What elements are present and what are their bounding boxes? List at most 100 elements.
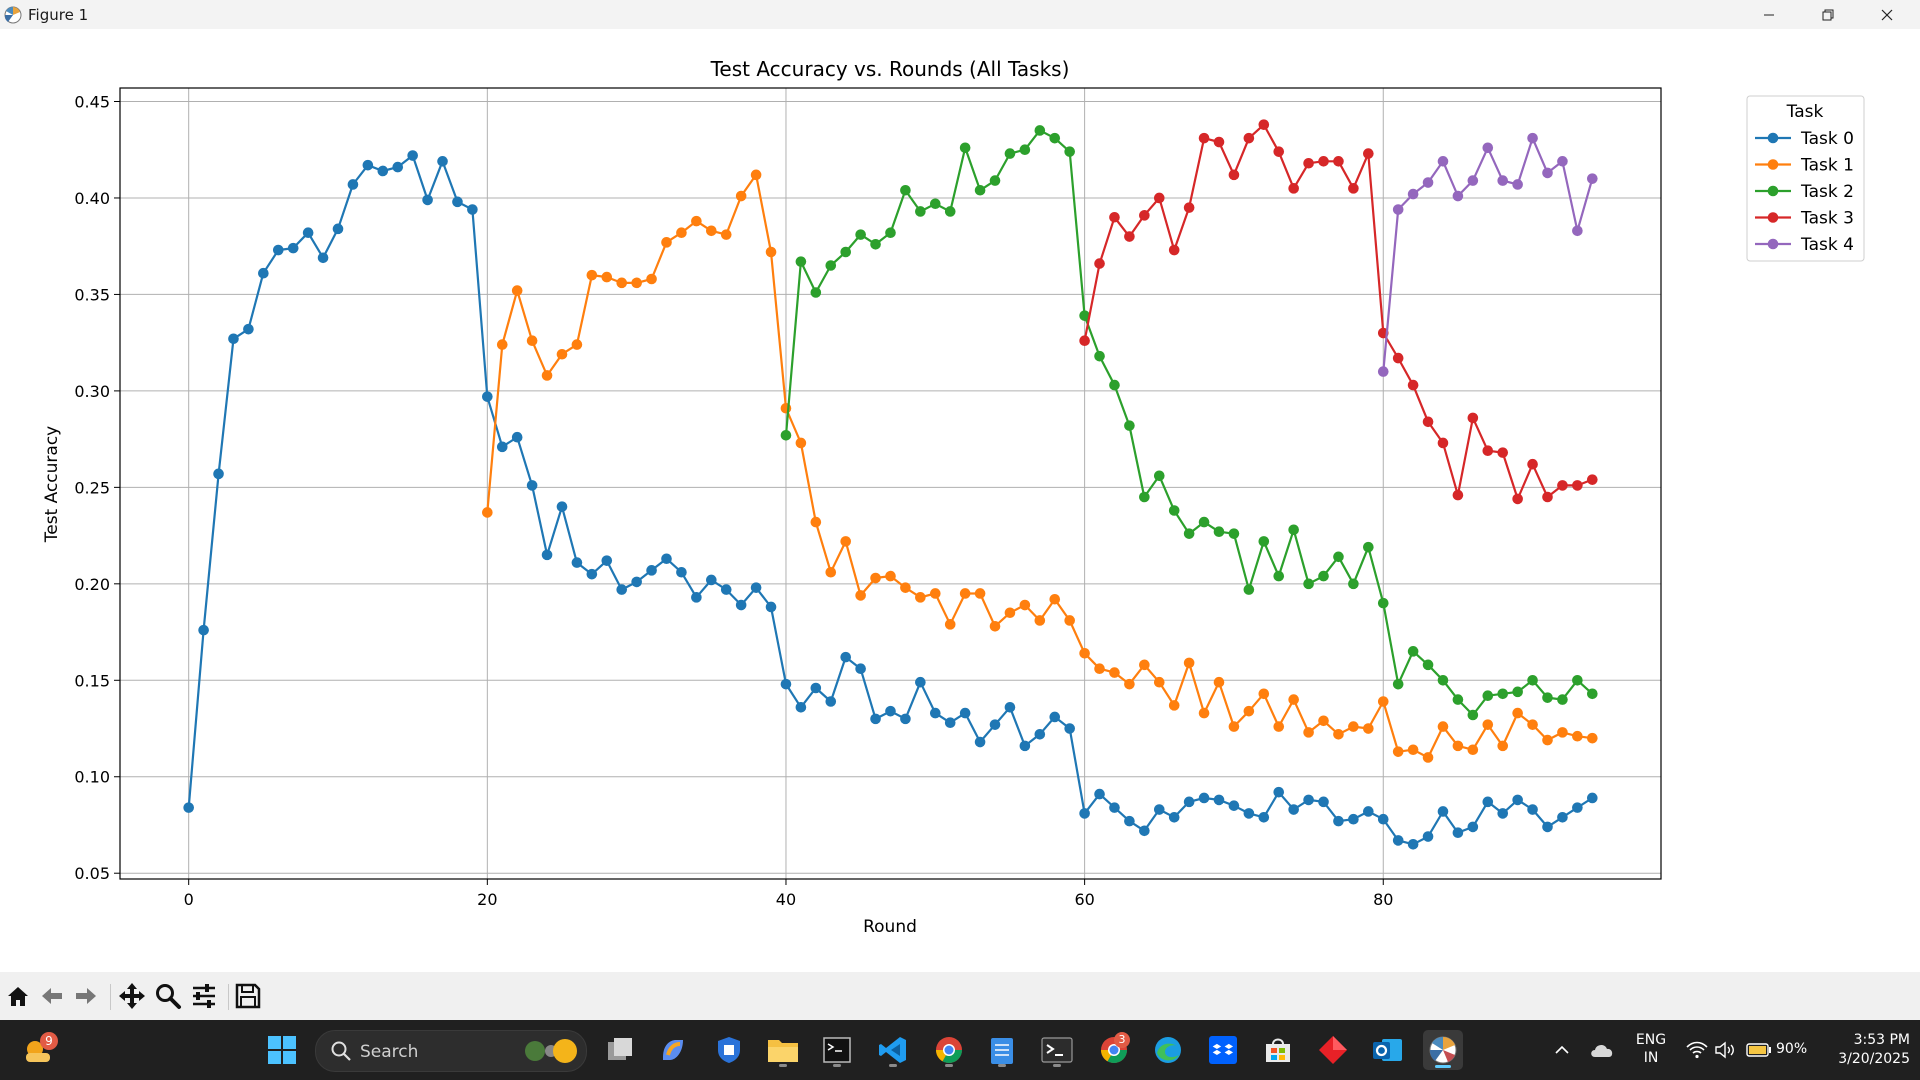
data-point — [1407, 188, 1419, 200]
show-hidden-icons-button[interactable] — [1542, 1030, 1582, 1070]
store-icon — [1266, 1038, 1290, 1062]
data-point — [1139, 210, 1150, 221]
data-point — [989, 620, 1001, 632]
taskbar-app-dropbox[interactable] — [1203, 1030, 1243, 1070]
data-point — [1213, 136, 1225, 148]
taskbar-app-matplotlib-active[interactable] — [1423, 1030, 1463, 1070]
taskbar-app-file-explorer[interactable] — [763, 1030, 803, 1070]
taskbar-app-outlook[interactable] — [1368, 1030, 1408, 1070]
restore-icon — [1822, 9, 1834, 20]
back-button[interactable] — [36, 980, 68, 1012]
legend-marker — [1767, 212, 1779, 223]
minimize-button[interactable] — [1740, 0, 1798, 29]
y-tick-label: 0.40 — [74, 189, 110, 208]
pan-button[interactable] — [116, 980, 148, 1012]
data-point — [1153, 804, 1165, 815]
taskbar-app-vscode[interactable] — [873, 1030, 913, 1070]
taskbar-app-defender[interactable] — [709, 1030, 749, 1070]
x-tick-label: 80 — [1373, 890, 1393, 909]
legend-item-task-2: Task 2 — [1755, 182, 1854, 202]
clock[interactable]: 3:53 PM 3/20/2025 — [1814, 1032, 1910, 1070]
grid-lines — [120, 88, 1661, 879]
home-button[interactable] — [2, 980, 34, 1012]
data-point — [1422, 659, 1434, 671]
data-point — [1273, 570, 1285, 582]
data-point — [959, 142, 971, 154]
data-point — [571, 339, 583, 350]
data-point — [1273, 786, 1285, 798]
data-point — [1497, 175, 1509, 186]
clock-time: 3:53 PM — [1853, 1032, 1910, 1048]
data-point — [1572, 674, 1583, 686]
cloud-icon — [1591, 1044, 1613, 1057]
data-point — [1109, 211, 1120, 223]
data-point — [810, 287, 822, 298]
window-title: Figure 1 — [28, 6, 89, 24]
data-point — [1079, 647, 1090, 659]
data-point — [1422, 416, 1434, 428]
vscode-icon — [879, 1037, 906, 1063]
data-point — [1437, 721, 1449, 732]
data-point — [915, 206, 926, 217]
data-point — [1183, 202, 1195, 213]
copilot-icon — [663, 1040, 683, 1060]
save-icon — [235, 983, 261, 1009]
data-point — [1258, 688, 1270, 700]
legend-title: Task — [1786, 102, 1824, 122]
legend-item-task-4: Task 4 — [1755, 235, 1854, 255]
data-point — [1049, 132, 1061, 144]
data-point — [1377, 597, 1389, 609]
taskbar-app-chrome[interactable] — [929, 1030, 969, 1070]
onedrive-button[interactable] — [1582, 1030, 1622, 1070]
data-point — [198, 624, 209, 636]
data-point — [1004, 607, 1016, 619]
data-point — [1258, 119, 1270, 130]
quick-settings-button[interactable]: 90% — [1684, 1034, 1812, 1066]
data-point — [586, 269, 598, 281]
data-point — [1557, 156, 1568, 167]
taskbar-app-terminal[interactable] — [1037, 1030, 1077, 1070]
region-label: IN — [1643, 1050, 1659, 1066]
data-point — [1363, 806, 1374, 817]
legend-marker — [1767, 132, 1779, 144]
data-point — [1392, 352, 1404, 364]
home-icon — [8, 987, 28, 1006]
data-point — [840, 536, 852, 547]
chrome-badge: 3 — [1114, 1032, 1130, 1048]
taskbar-app-copilot[interactable] — [653, 1030, 693, 1070]
save-button[interactable] — [232, 980, 264, 1012]
configure-subplots-button[interactable] — [188, 980, 220, 1012]
taskbar-search[interactable]: Search — [315, 1030, 587, 1072]
zoom-button[interactable] — [152, 980, 184, 1012]
data-point — [1243, 584, 1255, 595]
legend-label: Task 1 — [1800, 156, 1854, 176]
toolbar-separator — [228, 984, 229, 1010]
start-button[interactable] — [262, 1030, 302, 1070]
navigation-toolbar — [0, 972, 1920, 1020]
chrome-icon — [935, 1037, 963, 1064]
data-point — [1168, 811, 1180, 823]
battery-percent: 90% — [1776, 1041, 1808, 1057]
data-point — [765, 601, 777, 613]
data-point — [1587, 173, 1598, 184]
close-button[interactable] — [1858, 0, 1916, 29]
taskbar-app-chrome-profile[interactable]: 3 — [1094, 1030, 1134, 1070]
terminal-icon — [1041, 1037, 1073, 1063]
taskbar-app-command-prompt[interactable] — [817, 1030, 857, 1070]
forward-button[interactable] — [70, 980, 102, 1012]
data-point — [1377, 813, 1389, 825]
weather-widget[interactable]: 9 — [18, 1030, 58, 1070]
data-point — [1497, 688, 1509, 700]
data-point — [1392, 678, 1404, 690]
language-indicator[interactable]: ENG IN — [1626, 1032, 1676, 1070]
taskbar-app-edge[interactable] — [1148, 1030, 1188, 1070]
y-tick-label: 0.35 — [74, 285, 110, 304]
data-point — [676, 566, 687, 578]
taskbar-app-notepad[interactable] — [982, 1030, 1022, 1070]
taskbar-app-store[interactable] — [1258, 1030, 1298, 1070]
restore-button[interactable] — [1799, 0, 1857, 29]
taskbar-app-red-diamond[interactable] — [1313, 1030, 1353, 1070]
data-point — [1318, 715, 1329, 727]
task-view-button[interactable] — [600, 1030, 640, 1070]
data-point — [1153, 192, 1165, 204]
